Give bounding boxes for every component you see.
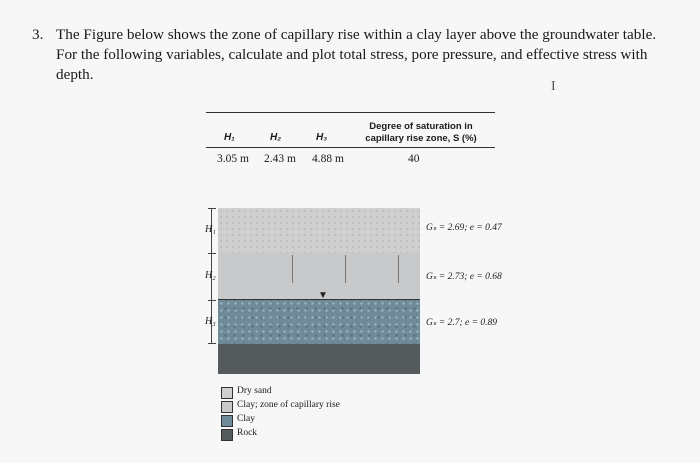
- dry-sand-properties: Gₛ = 2.69; e = 0.47: [426, 223, 502, 233]
- legend-item: Rock: [221, 428, 421, 442]
- water-table-icon: ▼: [318, 290, 328, 301]
- legend-item: Clay: [221, 414, 421, 428]
- value-h2: 2.43 m: [264, 153, 296, 165]
- clay-layer: [218, 300, 420, 344]
- legend-swatch-dry-sand: [221, 387, 233, 399]
- value-h3: 4.88 m: [312, 153, 344, 165]
- depth-label-h1: H₁: [205, 224, 216, 235]
- water-table-line: [218, 299, 420, 300]
- header-h2: H₂: [270, 132, 282, 143]
- header-saturation: Degree of saturation in capillary rise z…: [365, 121, 477, 144]
- legend-swatch-clay: [221, 415, 233, 427]
- header-h3: H₃: [316, 132, 328, 143]
- depth-label-h2: H₂: [205, 270, 216, 281]
- legend-label: Clay; zone of capillary rise: [237, 400, 340, 410]
- depth-scale: [208, 208, 218, 344]
- legend-item: Dry sand: [221, 386, 421, 400]
- depth-tick: [208, 253, 216, 254]
- rock-layer: [218, 344, 420, 374]
- depth-label-h3: H₃: [205, 316, 216, 327]
- question-number: 3.: [32, 26, 44, 43]
- table-top-rule: [206, 112, 495, 113]
- value-saturation: 40: [408, 153, 420, 165]
- header-h1: H₁: [224, 132, 235, 143]
- legend-label: Clay: [237, 414, 255, 424]
- depth-scale-line: [211, 208, 212, 344]
- capillary-clay-properties: Gₛ = 2.73; e = 0.68: [426, 272, 502, 282]
- depth-tick: [208, 343, 216, 344]
- value-h1: 3.05 m: [217, 153, 249, 165]
- legend-swatch-capillary: [221, 401, 233, 413]
- depth-tick: [208, 208, 216, 209]
- depth-tick: [208, 300, 216, 301]
- legend-item: Clay; zone of capillary rise: [221, 400, 421, 414]
- text-cursor-icon: I: [551, 79, 556, 94]
- capillary-tick: [398, 255, 399, 283]
- capillary-clay-layer: [218, 253, 420, 300]
- dry-sand-layer: [218, 208, 420, 253]
- legend-label: Dry sand: [237, 386, 272, 396]
- question-text: The Figure below shows the zone of capil…: [56, 26, 657, 83]
- legend-label: Rock: [237, 428, 258, 438]
- table-header-rule: [206, 147, 495, 148]
- capillary-tick: [345, 255, 346, 283]
- legend-swatch-rock: [221, 429, 233, 441]
- capillary-tick: [292, 255, 293, 283]
- clay-properties: Gₛ = 2.7; e = 0.89: [426, 318, 497, 328]
